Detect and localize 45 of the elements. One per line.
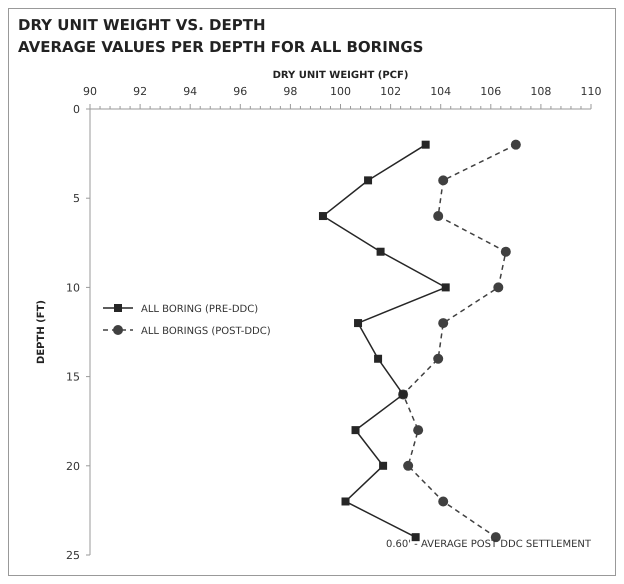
point <box>403 460 414 471</box>
legend-label: ALL BORING (PRE-DDC) <box>141 304 258 315</box>
point <box>342 497 350 506</box>
point <box>438 496 448 506</box>
point <box>364 176 372 184</box>
y-tick-label: 20 <box>66 460 80 473</box>
x-tick-label: 106 <box>480 85 502 98</box>
y-tick-label: 10 <box>66 281 80 294</box>
point <box>412 533 420 542</box>
point <box>318 212 327 220</box>
point <box>379 462 388 470</box>
legend-label: ALL BORINGS (POST-DDC) <box>141 326 271 337</box>
x-tick-label: 92 <box>133 85 148 98</box>
point <box>433 354 444 364</box>
y-tick-label: 15 <box>66 370 80 384</box>
y-tick-label: 25 <box>66 549 80 562</box>
point <box>500 246 511 257</box>
point <box>376 248 385 256</box>
chart-subtitle: AVERAGE VALUES PER DEPTH FOR ALL BORINGS <box>18 38 424 56</box>
point <box>374 354 382 363</box>
x-tick-label: 108 <box>530 85 552 98</box>
annotation: 0.60' - AVERAGE POST DDC SETTLEMENT <box>386 539 592 550</box>
x-tick-label: 98 <box>283 85 298 98</box>
x-tick-label: 110 <box>580 85 602 98</box>
point <box>510 140 521 150</box>
point <box>352 426 360 434</box>
x-tick-label: 96 <box>233 85 248 98</box>
point <box>442 283 450 292</box>
x-tick-label: 94 <box>183 85 198 98</box>
y-tick-label: 0 <box>73 103 80 116</box>
point <box>493 282 504 292</box>
point <box>433 211 444 222</box>
point <box>354 319 362 328</box>
x-tick-label: 102 <box>380 85 402 98</box>
y-tick-label: 5 <box>73 192 80 206</box>
chart-title: DRY UNIT WEIGHT VS. DEPTH <box>18 16 266 34</box>
point <box>438 175 448 186</box>
point <box>413 425 424 436</box>
point <box>422 140 430 149</box>
x-tick-label: 100 <box>330 85 351 98</box>
x-tick-label: 104 <box>430 85 452 98</box>
x-axis-title: DRY UNIT WEIGHT (PCF) <box>272 70 408 81</box>
point <box>438 318 448 328</box>
y-axis-title: DEPTH (FT) <box>36 300 47 364</box>
x-tick-label: 90 <box>83 85 97 98</box>
